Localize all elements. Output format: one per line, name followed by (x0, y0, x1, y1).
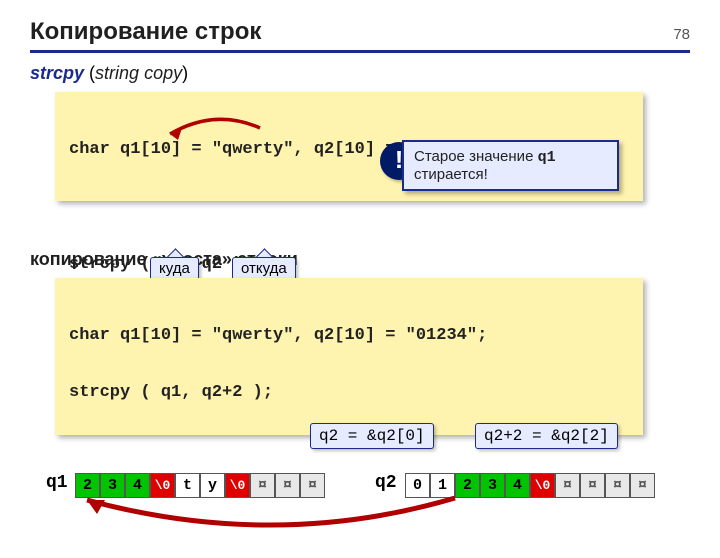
code2-line1: char q1[10] = "qwerty", q2[10] = "01234"… (69, 326, 629, 345)
title-rule (30, 50, 690, 53)
array-cell: ¤ (300, 473, 325, 498)
array-cell: ¤ (250, 473, 275, 498)
array-cell: ¤ (580, 473, 605, 498)
array-cell: ¤ (630, 473, 655, 498)
array-cell: 2 (455, 473, 480, 498)
array-cell: t (175, 473, 200, 498)
array-cell: \0 (150, 473, 175, 498)
array-cell: ¤ (275, 473, 300, 498)
code-block-1: char q1[10] = "qwerty", q2[10] = "01234"… (55, 92, 643, 201)
subtitle: strcpy (string copy) (30, 63, 720, 84)
array-cell: y (200, 473, 225, 498)
tag-otkuda: откуда (232, 257, 296, 280)
array-cell: \0 (530, 473, 555, 498)
warning-box: Старое значение q1 стирается! (402, 140, 619, 191)
array-cell: 3 (480, 473, 505, 498)
array-cell: 2 (75, 473, 100, 498)
eq-q2plus2: q2+2 = &q2[2] (475, 423, 618, 449)
array-cell: ¤ (555, 473, 580, 498)
code-block-2: char q1[10] = "qwerty", q2[10] = "01234"… (55, 278, 643, 435)
fn-name: strcpy (30, 63, 84, 83)
copy-arc (75, 496, 635, 536)
code2-line2: strcpy ( q1, q2+2 ); (69, 383, 629, 402)
tag-kuda: куда (150, 257, 199, 280)
array-q2: 01234\0¤¤¤¤ (405, 473, 655, 498)
label-q2: q2 (375, 473, 397, 493)
array-cell: ¤ (605, 473, 630, 498)
arrow-q1-q2 (150, 116, 290, 156)
array-cell: 1 (430, 473, 455, 498)
array-cell: 4 (125, 473, 150, 498)
eq-q2: q2 = &q2[0] (310, 423, 434, 449)
array-cell: 0 (405, 473, 430, 498)
label-q1: q1 (46, 473, 68, 493)
array-cell: 4 (505, 473, 530, 498)
array-q1: 234\0ty\0¤¤¤ (75, 473, 325, 498)
page-title: Копирование строк (30, 18, 720, 46)
page-number: 78 (673, 26, 690, 43)
paren-close: ) (182, 63, 188, 83)
array-cell: \0 (225, 473, 250, 498)
fn-desc: string copy (95, 63, 182, 83)
array-cell: 3 (100, 473, 125, 498)
